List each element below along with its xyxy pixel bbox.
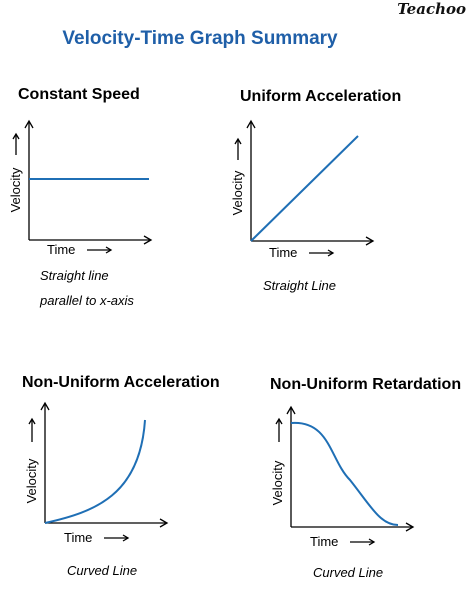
velocity-curve [290, 421, 399, 526]
y-axis-label-arrowhead [234, 137, 242, 145]
brand-logo: Teachoo [397, 0, 466, 18]
x-axis-label: Time [269, 245, 297, 260]
y-axis-label-arrowhead [28, 417, 36, 425]
y-axis-arrowhead [24, 119, 34, 129]
caption-non-uniform-acceleration: Curved Line [67, 558, 137, 583]
panel-title-non-uniform-acceleration: Non-Uniform Acceleration [22, 374, 220, 391]
y-axis-arrowhead [40, 401, 50, 411]
x-axis-label: Time [47, 242, 75, 257]
caption-line: Straight line [40, 268, 109, 283]
x-axis-arrowhead [405, 522, 415, 532]
x-axis-arrowhead [143, 235, 153, 245]
y-axis-label: Velocity [8, 167, 23, 212]
y-axis-label-arrowhead [12, 132, 20, 140]
caption-uniform-acceleration: Straight Line [263, 273, 336, 298]
y-axis-label: Velocity [24, 458, 39, 503]
x-axis-label-arrowhead [368, 538, 376, 546]
y-axis-label: Velocity [270, 460, 285, 505]
panel-title-non-uniform-retardation: Non-Uniform Retardation [270, 376, 462, 393]
y-axis-label-arrowhead [275, 417, 283, 425]
x-axis-label: Time [310, 534, 338, 549]
panel-title-constant-speed: Constant Speed [18, 86, 140, 103]
caption-line: parallel to x-axis [40, 293, 134, 308]
page-title: Velocity-Time Graph Summary [62, 28, 338, 49]
caption-constant-speed: Straight line parallel to x-axis [40, 263, 134, 313]
y-axis-label: Velocity [230, 170, 245, 215]
y-axis-arrowhead [246, 119, 256, 129]
x-axis-label-arrowhead [327, 249, 335, 257]
velocity-line [250, 135, 359, 242]
x-axis-label: Time [64, 530, 92, 545]
panel-title-uniform-acceleration: Uniform Acceleration [240, 88, 402, 105]
x-axis-label-arrowhead [105, 246, 113, 254]
caption-line: Curved Line [67, 563, 138, 578]
x-axis-arrowhead [365, 236, 375, 246]
x-axis-label-arrowhead [122, 534, 130, 542]
velocity-curve [44, 419, 146, 524]
x-axis-arrowhead [159, 518, 169, 528]
caption-line: Curved Line [313, 565, 384, 580]
y-axis-arrowhead [286, 405, 296, 415]
caption-line: Straight Line [263, 278, 336, 293]
caption-non-uniform-retardation: Curved Line [313, 560, 383, 585]
